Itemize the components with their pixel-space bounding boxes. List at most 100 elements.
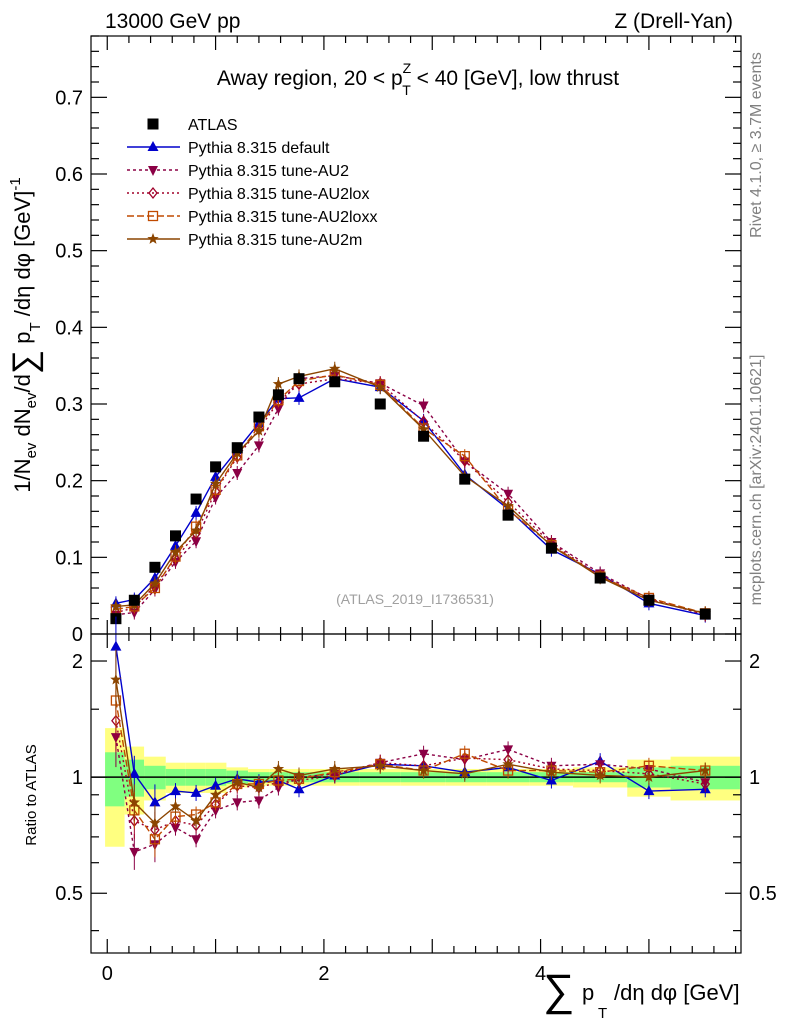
svg-text:T: T (598, 1005, 607, 1022)
point-pythia-8-315-default (170, 539, 181, 550)
point-pythia-8-315-tune-au2m (417, 423, 430, 435)
ratio-point-pythia-8-315-tune-au2m (643, 771, 655, 782)
ratio-point-pythia-8-315-tune-au2m (293, 769, 305, 781)
point-pythia-8-315-tune-au2 (191, 537, 202, 548)
plot-title-sup: Z (403, 60, 412, 76)
legend-marker-pythia-8-315-default (147, 141, 159, 151)
legend-item-pythia-8-315-tune-au2loxx: Pythia 8.315 tune-AU2loxx (127, 209, 377, 226)
legend-item-pythia-8-315-tune-au2: Pythia 8.315 tune-AU2 (127, 163, 349, 180)
point-atlas (502, 509, 514, 521)
ratio-point-pythia-8-315-default (210, 779, 222, 790)
ratio-point-pythia-8-315-tune-au2loxx (459, 748, 470, 759)
main-ytick-label: 0.4 (55, 317, 83, 339)
legend-marker-pythia-8-315-tune-au2m (147, 233, 159, 244)
legend-label: Pythia 8.315 default (188, 140, 330, 157)
main-ylabel: 1/Nev dNev/d∑ pT /dη dφ [GeV]-1 (6, 177, 44, 492)
ratio-series (110, 616, 711, 870)
ratio-point-pythia-8-315-default (170, 785, 181, 796)
ratio-point-pythia-8-315-tune-au2m (545, 766, 558, 777)
ratio-point-pythia-8-315-default (190, 786, 202, 797)
legend-marker-pythia-8-315-tune-au2loxx (147, 210, 159, 222)
ratio-point-pythia-8-315-tune-au2m (272, 763, 285, 774)
ratio-point-pythia-8-315-tune-au2m (459, 767, 471, 779)
point-atlas (699, 608, 711, 620)
legend-item-pythia-8-315-tune-au2lox: Pythia 8.315 tune-AU2lox (127, 186, 369, 203)
main-ytick-label: 0.3 (55, 394, 83, 416)
point-atlas (190, 493, 202, 505)
point-pythia-8-315-tune-au2lox (191, 527, 201, 540)
plot-title: Away region, 20 < pZ T < 40 [GeV], low th… (217, 60, 619, 98)
svg-text:1/Nev dNev/d∑ pT /dη dφ [GeV]: 1/Nev dNev/d∑ pT /dη dφ [GeV]-1 (6, 177, 44, 492)
point-pythia-8-315-tune-au2loxx (459, 450, 470, 462)
point-pythia-8-315-tune-au2lox (459, 454, 470, 467)
energy-label: 13000 GeV pp (105, 10, 240, 33)
ratio-point-pythia-8-315-tune-au2m (502, 758, 514, 770)
legend-item-pythia-8-315-tune-au2m: Pythia 8.315 tune-AU2m (127, 232, 362, 249)
ratio-ytick-label: 2 (72, 651, 83, 673)
legend-label: Pythia 8.315 tune-AU2lox (188, 186, 369, 203)
point-pythia-8-315-tune-au2m (190, 524, 202, 536)
svg-text:∑: ∑ (543, 966, 574, 1015)
point-atlas (418, 430, 430, 442)
point-pythia-8-315-tune-au2m (110, 600, 122, 612)
ratio-point-pythia-8-315-tune-au2m (169, 800, 182, 812)
point-pythia-8-315-tune-au2 (503, 489, 514, 500)
ratio-ytick-label-right: 0.5 (749, 883, 777, 905)
ratio-point-pythia-8-315-tune-au2lox (459, 752, 470, 765)
point-pythia-8-315-tune-au2 (418, 401, 429, 412)
xlabel: ∑ p T /dη dφ [GeV] (543, 966, 740, 1022)
ratio-point-pythia-8-315-tune-au2m (417, 764, 430, 776)
plot-title-sub: T (402, 82, 411, 98)
svg-text:/dη dφ [GeV]: /dη dφ [GeV] (614, 980, 740, 1005)
point-atlas (329, 376, 341, 388)
point-pythia-8-315-tune-au2m (253, 424, 265, 436)
ratio-point-pythia-8-315-tune-au2m (149, 817, 161, 828)
process-label: Z (Drell-Yan) (614, 10, 733, 33)
xtick-label: 4 (535, 963, 546, 985)
ratio-point-pythia-8-315-tune-au2 (503, 745, 514, 756)
mcplots-label: mcplots.cern.ch [arXiv:2401.10621] (748, 355, 765, 606)
point-pythia-8-315-tune-au2m (169, 546, 182, 557)
ratio-point-pythia-8-315-tune-au2m (594, 769, 606, 781)
point-atlas (272, 389, 284, 401)
plot-title-prefix: Away region, 20 < p (217, 67, 403, 90)
legend-label: ATLAS (188, 117, 238, 134)
svg-text:p: p (582, 980, 594, 1005)
ratio-point-pythia-8-315-tune-au2m (329, 763, 341, 774)
ratio-line-pythia-8-315-tune-au2m (115, 679, 706, 825)
ratio-point-pythia-8-315-tune-au2 (191, 835, 202, 846)
point-atlas (459, 473, 471, 485)
ratio-point-pythia-8-315-tune-au2 (232, 798, 243, 809)
ratio-point-pythia-8-315-tune-au2m (209, 788, 222, 800)
legend-marker-pythia-8-315-tune-au2lox (148, 186, 158, 200)
main-ytick-label: 0 (72, 624, 83, 646)
point-pythia-8-315-default (190, 506, 202, 517)
plot-title-suffix: < 40 [GeV], low thrust (411, 67, 620, 90)
point-pythia-8-315-tune-au2m (374, 381, 386, 392)
main-ytick-label: 0.1 (55, 547, 83, 569)
point-pythia-8-315-tune-au2m (149, 577, 161, 589)
point-atlas (210, 461, 222, 473)
ratio-point-pythia-8-315-tune-au2lox (329, 769, 340, 782)
ratio-ytick-label: 1 (72, 767, 83, 789)
ratio-point-pythia-8-315-tune-au2m (231, 776, 243, 788)
ratio-ylabel: Ratio to ATLAS (23, 744, 40, 845)
legend-item-pythia-8-315-default: Pythia 8.315 default (127, 140, 330, 157)
main-ytick-label: 0.5 (55, 241, 83, 263)
point-atlas (374, 398, 386, 410)
ratio-point-pythia-8-315-tune-au2m (374, 759, 386, 771)
ratio-ylabel-group: Ratio to ATLAS (23, 744, 40, 845)
xtick-label: 0 (102, 963, 113, 985)
ratio-point-pythia-8-315-default (128, 767, 140, 778)
point-pythia-8-315-tune-au2 (253, 441, 264, 452)
legend-label: Pythia 8.315 tune-AU2loxx (188, 209, 377, 226)
ratio-frame (90, 633, 742, 954)
ratio-ytick-label: 0.5 (55, 883, 83, 905)
ratio-ytick-label-right: 2 (749, 651, 760, 673)
rivet-label-group: Rivet 4.1.0, ≥ 3.7M events (748, 52, 765, 238)
main-ytick-label: 0.7 (55, 87, 83, 109)
point-pythia-8-315-tune-au2 (232, 469, 243, 479)
rivet-label: Rivet 4.1.0, ≥ 3.7M events (748, 52, 765, 238)
ratio-point-pythia-8-315-tune-au2m (253, 781, 265, 793)
